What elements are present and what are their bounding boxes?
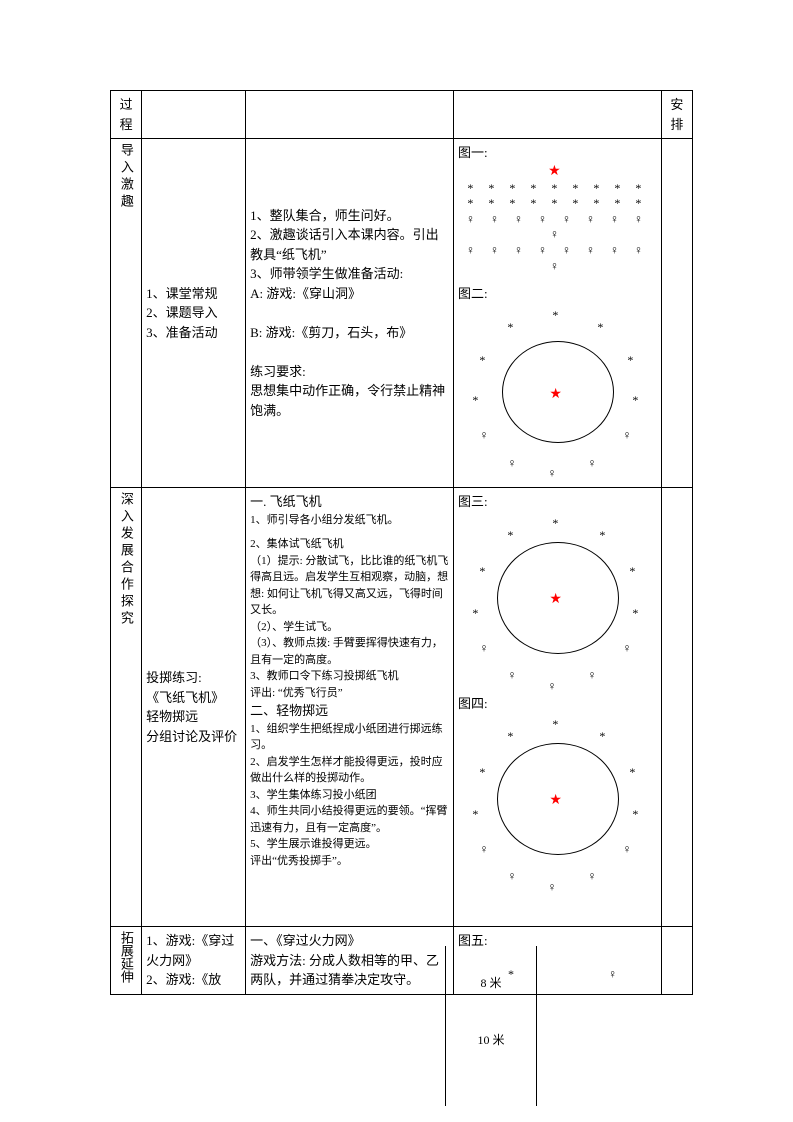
row-intro: 导入激趣 1、课堂常规 2、课题导入 3、准备活动 1、整队集合，师生问好。 2… [111,139,693,488]
row-extend: 拓展延伸 1、游戏:《穿过火力网》 2、游戏:《放 一、《穿过火力网》 游戏方法… [111,927,693,995]
c1: 1、师引导各小组分发纸飞机。 [250,512,449,529]
fig4-diagram: ★ * * * * ♀ ♀ ♀ ♀ ♀ * * * [467,715,647,895]
c2b: （2）、学生试飞。 [250,619,449,636]
fig2-diagram: ★ * * * * ♀ ♀ ♀ ♀ ♀ * * * [467,306,647,476]
fig2-label: 图二: [458,284,657,304]
c2: 2、集体试飞纸飞机 [250,536,449,553]
summary-intro: 1、课堂常规 2、课题导入 3、准备活动 [142,139,246,488]
stage-intro-label: 导入激趣 [116,143,136,211]
d4: 4、师生共同小结投得更远的要领。“挥臂迅速有力，且有一定高度”。 [250,803,449,836]
fig5-box: 8 米 10 米 [445,946,537,1106]
stage-develop: 深入发展合作探究 [111,488,142,927]
content-extend-text: 一、《穿过火力网》 游戏方法: 分成人数相等的甲、乙两队，并通过猜拳决定攻守。 [250,931,449,990]
d3: 3、学生集体练习投小纸团 [250,787,449,804]
stage-intro: 导入激趣 [111,139,142,488]
c2c: （3）、教师点拨: 手臂要挥得快速有力，且有一定的高度。 [250,635,449,668]
content-extend: 一、《穿过火力网》 游戏方法: 分成人数相等的甲、乙两队，并通过猜拳决定攻守。 [246,927,454,995]
page-root: 过程 安排 导入激趣 1、课堂常规 2、课题导入 3、准备活动 1、整队集合，师… [0,0,793,1122]
stage-extend-label: 拓展延伸 [116,931,136,983]
content-intro: 1、整队集合，师生问好。 2、激趣谈话引入本课内容。引出教具“纸飞机” 3、师带… [246,139,454,488]
c3a: 评出: “优秀飞行员” [250,685,449,702]
d2: 2、启发学生怎样才能投得更远，投时应做出什么样的投掷动作。 [250,754,449,787]
row-develop: 深入发展合作探究 投掷练习: 《飞纸飞机》 轻物掷远 分组讨论及评价 一. 飞纸… [111,488,693,927]
fig5-m1: 8 米 [446,974,536,991]
c2a: （1）提示: 分散试飞，比比谁的纸飞机飞得高且远。启发学生互相观察，动脑，想想:… [250,553,449,619]
arrange-extend [661,927,692,995]
fig4-label: 图四: [458,694,657,714]
ct2: 二、轻物掷远 [250,701,449,721]
fig1-star: ★ [458,163,657,181]
stage-develop-label: 深入发展合作探究 [116,492,136,628]
summary-extend: 1、游戏:《穿过火力网》 2、游戏:《放 [142,927,246,995]
fig3-diagram: ★ * * * * ♀ ♀ ♀ ♀ ♀ * * * [467,514,647,694]
fig1-r1: * * * * * * * * * [458,181,657,197]
arrange-develop [661,488,692,927]
ct1: 一. 飞纸飞机 [250,492,449,512]
summary-develop: 投掷练习: 《飞纸飞机》 轻物掷远 分组讨论及评价 [142,488,246,927]
diagram-develop: 图三: ★ * * * * ♀ ♀ ♀ ♀ ♀ * * * 图四: ★ [453,488,661,927]
stage-extend: 拓展延伸 [111,927,142,995]
fig3-star: ★ [549,589,562,610]
c3: 3、教师口令下练习投掷纸飞机 [250,668,449,685]
fig1-label: 图一: [458,143,657,163]
header-col2 [142,91,246,139]
fig1-r4: ♀ ♀ ♀ ♀ ♀ ♀ ♀ ♀ ♀ [458,243,657,274]
content-intro-text: 1、整队集合，师生问好。 2、激趣谈话引入本课内容。引出教具“纸飞机” 3、师带… [250,206,449,421]
d6: 评出“优秀投掷手”。 [250,853,449,870]
d5: 5、学生展示谁投得更远。 [250,836,449,853]
fig2-star: ★ [549,384,562,405]
fig4-star: ★ [549,790,562,811]
summary-extend-text: 1、游戏:《穿过火力网》 2、游戏:《放 [146,931,241,990]
fig1-r3: ♀ ♀ ♀ ♀ ♀ ♀ ♀ ♀ ♀ [458,212,657,243]
fig1-r2: * * * * * * * * * [458,196,657,212]
fig3-label: 图三: [458,492,657,512]
d1: 1、组织学生把纸捏成小纸团进行掷远练习。 [250,721,449,754]
fig5-m2: 10 米 [446,1031,536,1048]
header-row: 过程 安排 [111,91,693,139]
diagram-intro: 图一: ★ * * * * * * * * * * * * * * * * * … [453,139,661,488]
content-develop: 一. 飞纸飞机 1、师引导各小组分发纸飞机。 2、集体试飞纸飞机 （1）提示: … [246,488,454,927]
header-col1: 过程 [111,91,142,139]
header-col5: 安排 [661,91,692,139]
summary-intro-text: 1、课堂常规 2、课题导入 3、准备活动 [146,284,241,343]
header-col3 [246,91,454,139]
lesson-plan-table: 过程 安排 导入激趣 1、课堂常规 2、课题导入 3、准备活动 1、整队集合，师… [110,90,693,995]
header-col4 [453,91,661,139]
summary-develop-text: 投掷练习: 《飞纸飞机》 轻物掷远 分组讨论及评价 [146,668,241,746]
arrange-intro [661,139,692,488]
